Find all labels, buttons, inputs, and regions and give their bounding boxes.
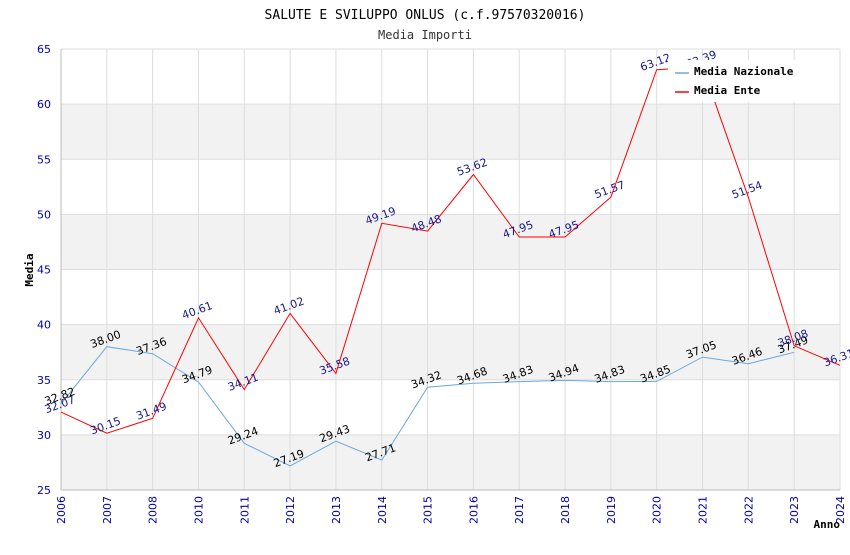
chart-title: SALUTE E SVILUPPO ONLUS (c.f.97570320016… xyxy=(265,8,586,23)
y-tick-labels: 25 30 35 40 45 50 55 60 65 xyxy=(37,43,51,497)
y-tick-label: 30 xyxy=(37,429,51,442)
x-tick-label: 2017 xyxy=(513,496,526,524)
x-tick-label: 2007 xyxy=(101,496,114,524)
x-tick-label: 2016 xyxy=(467,496,480,524)
y-tick-label: 35 xyxy=(37,374,51,387)
grid-lines xyxy=(60,48,841,491)
x-tick-label: 2012 xyxy=(284,496,297,524)
x-tick-label: 2014 xyxy=(376,496,389,524)
x-tick-label: 2008 xyxy=(147,496,160,524)
y-tick-label: 65 xyxy=(37,43,51,56)
x-tick-label: 2022 xyxy=(742,496,755,524)
legend-box xyxy=(668,60,810,102)
data-label-media-ente: 51.54 xyxy=(730,179,764,202)
x-tick-label: 2006 xyxy=(55,496,68,524)
x-tick-label: 2020 xyxy=(651,496,664,524)
x-tick-label: 2015 xyxy=(422,496,435,524)
y-tick-label: 40 xyxy=(37,319,51,332)
y-tick-label: 50 xyxy=(37,208,51,221)
y-tick-label: 45 xyxy=(37,264,51,277)
legend-label-media-nazionale: Media Nazionale xyxy=(694,65,794,78)
x-tick-label: 2011 xyxy=(238,496,251,524)
axes xyxy=(60,49,840,491)
legend: Media Nazionale Media Ente xyxy=(668,60,810,102)
series-line-media-nazionale xyxy=(60,346,795,467)
plot-band xyxy=(61,214,840,270)
plot-band xyxy=(61,324,840,380)
plot-band xyxy=(61,104,840,160)
x-axis-title: Anno xyxy=(814,518,841,531)
x-tick-label: 2013 xyxy=(330,496,343,524)
x-tick-label: 2024 xyxy=(834,496,847,524)
x-tick-label: 2019 xyxy=(605,496,618,524)
data-label-media-ente: 63.12 xyxy=(638,51,672,74)
x-tick-label: 2018 xyxy=(559,496,572,524)
chart-subtitle: Media Importi xyxy=(378,28,472,42)
x-tick-label: 2010 xyxy=(192,496,205,524)
y-axis-title: Media xyxy=(23,253,36,286)
x-tick-label: 2021 xyxy=(697,496,710,524)
plot-bands xyxy=(61,104,840,490)
plot-band xyxy=(61,434,840,490)
y-tick-label: 60 xyxy=(37,98,51,111)
y-tick-label: 55 xyxy=(37,153,51,166)
data-label-media-ente: 41.02 xyxy=(272,295,306,318)
x-tick-labels: 2006 2007 2008 2010 2011 2012 2013 2014 2015 2016… xyxy=(55,496,847,524)
data-label-media-ente: 30.15 xyxy=(89,414,123,437)
data-label-media-ente: 40.61 xyxy=(180,299,214,322)
legend-label-media-ente: Media Ente xyxy=(694,84,761,97)
x-tick-label: 2023 xyxy=(788,496,801,524)
y-tick-label: 25 xyxy=(37,484,51,497)
